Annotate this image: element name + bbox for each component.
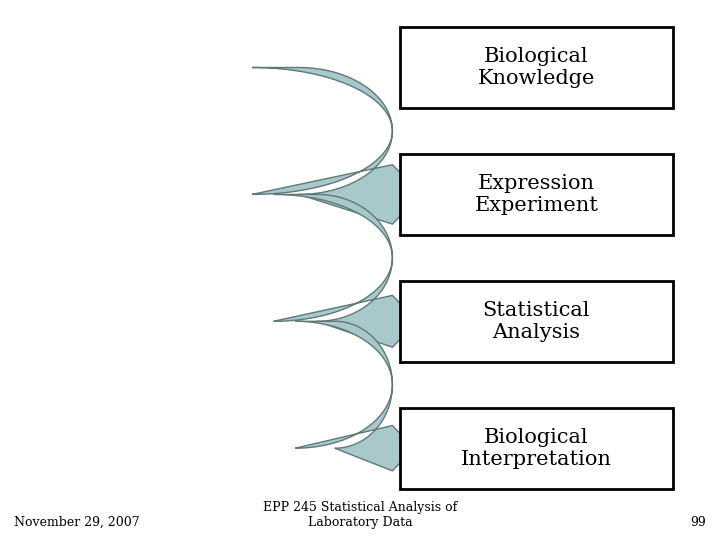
- Text: 99: 99: [690, 516, 706, 529]
- Text: Statistical
Analysis: Statistical Analysis: [482, 301, 590, 342]
- Text: Biological
Interpretation: Biological Interpretation: [461, 428, 612, 469]
- Polygon shape: [274, 194, 418, 347]
- Text: November 29, 2007: November 29, 2007: [14, 516, 140, 529]
- FancyBboxPatch shape: [400, 27, 673, 108]
- FancyBboxPatch shape: [400, 408, 673, 489]
- FancyBboxPatch shape: [400, 281, 673, 362]
- Polygon shape: [295, 321, 414, 471]
- Polygon shape: [252, 68, 421, 224]
- FancyBboxPatch shape: [400, 154, 673, 235]
- Text: Expression
Experiment: Expression Experiment: [474, 174, 598, 215]
- Text: Biological
Knowledge: Biological Knowledge: [477, 47, 595, 88]
- Text: EPP 245 Statistical Analysis of
Laboratory Data: EPP 245 Statistical Analysis of Laborato…: [263, 501, 457, 529]
